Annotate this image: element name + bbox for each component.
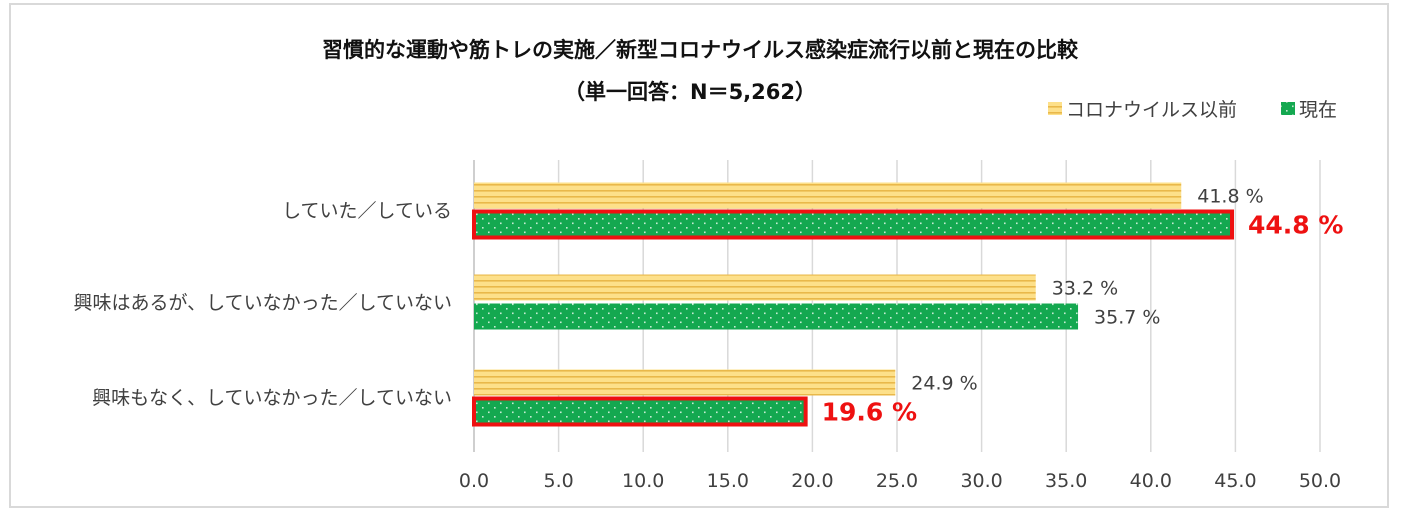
chart-frame	[9, 3, 1389, 508]
legend-swatch-before	[1048, 102, 1062, 115]
x-tick-label: 15.0	[707, 470, 749, 492]
x-tick-label: 30.0	[960, 470, 1002, 492]
bar-now	[472, 209, 1235, 240]
chart-subtitle: （単一回答：N＝5,262）	[564, 80, 816, 104]
category-labels: していた／している興味はあるが、していなかった／していない興味もなく、していなか…	[74, 200, 452, 409]
value-label-before: 24.9 %	[911, 373, 977, 395]
chart-title: 習慣的な運動や筋トレの実施／新型コロナウイルス感染症流行以前と現在の比較	[322, 38, 1079, 62]
category-label: 興味もなく、していなかった／していない	[92, 387, 452, 409]
bar-before	[474, 182, 1182, 209]
bar-before	[474, 274, 1036, 301]
x-tick-labels: 0.0 5.0 10.0 15.0 20.0 25.0 30.0 35.0 40.0 45.0 50…	[459, 470, 1341, 492]
bar-now	[472, 396, 808, 427]
value-label-now: 35.7 %	[1094, 307, 1160, 329]
legend-label-now: 現在	[1299, 99, 1337, 121]
value-label-now: 44.8 %	[1248, 211, 1343, 240]
value-label-before: 41.8 %	[1197, 186, 1263, 208]
x-tick-label: 0.0	[459, 470, 489, 492]
value-label-now: 19.6 %	[822, 398, 917, 427]
legend: コロナウイルス以前 現在	[1048, 99, 1337, 121]
x-tick-label: 25.0	[876, 470, 918, 492]
x-tick-label: 50.0	[1299, 470, 1341, 492]
x-tick-label: 45.0	[1214, 470, 1256, 492]
value-label-before: 33.2 %	[1052, 278, 1118, 300]
bar-now	[474, 303, 1079, 330]
legend-label-before: コロナウイルス以前	[1066, 99, 1237, 121]
legend-swatch-now	[1281, 102, 1295, 115]
x-tick-label: 5.0	[543, 470, 573, 492]
x-tick-label: 40.0	[1130, 470, 1172, 492]
bar-before	[474, 369, 896, 396]
x-tick-label: 20.0	[791, 470, 833, 492]
x-tick-label: 35.0	[1045, 470, 1087, 492]
category-label: 興味はあるが、していなかった／していない	[74, 292, 452, 314]
bars: 41.8 % 44.8 % 33.2 % 35.7 % 24.9 % 19.6 %	[472, 182, 1343, 427]
category-label: していた／している	[282, 200, 452, 222]
x-tick-label: 10.0	[622, 470, 664, 492]
